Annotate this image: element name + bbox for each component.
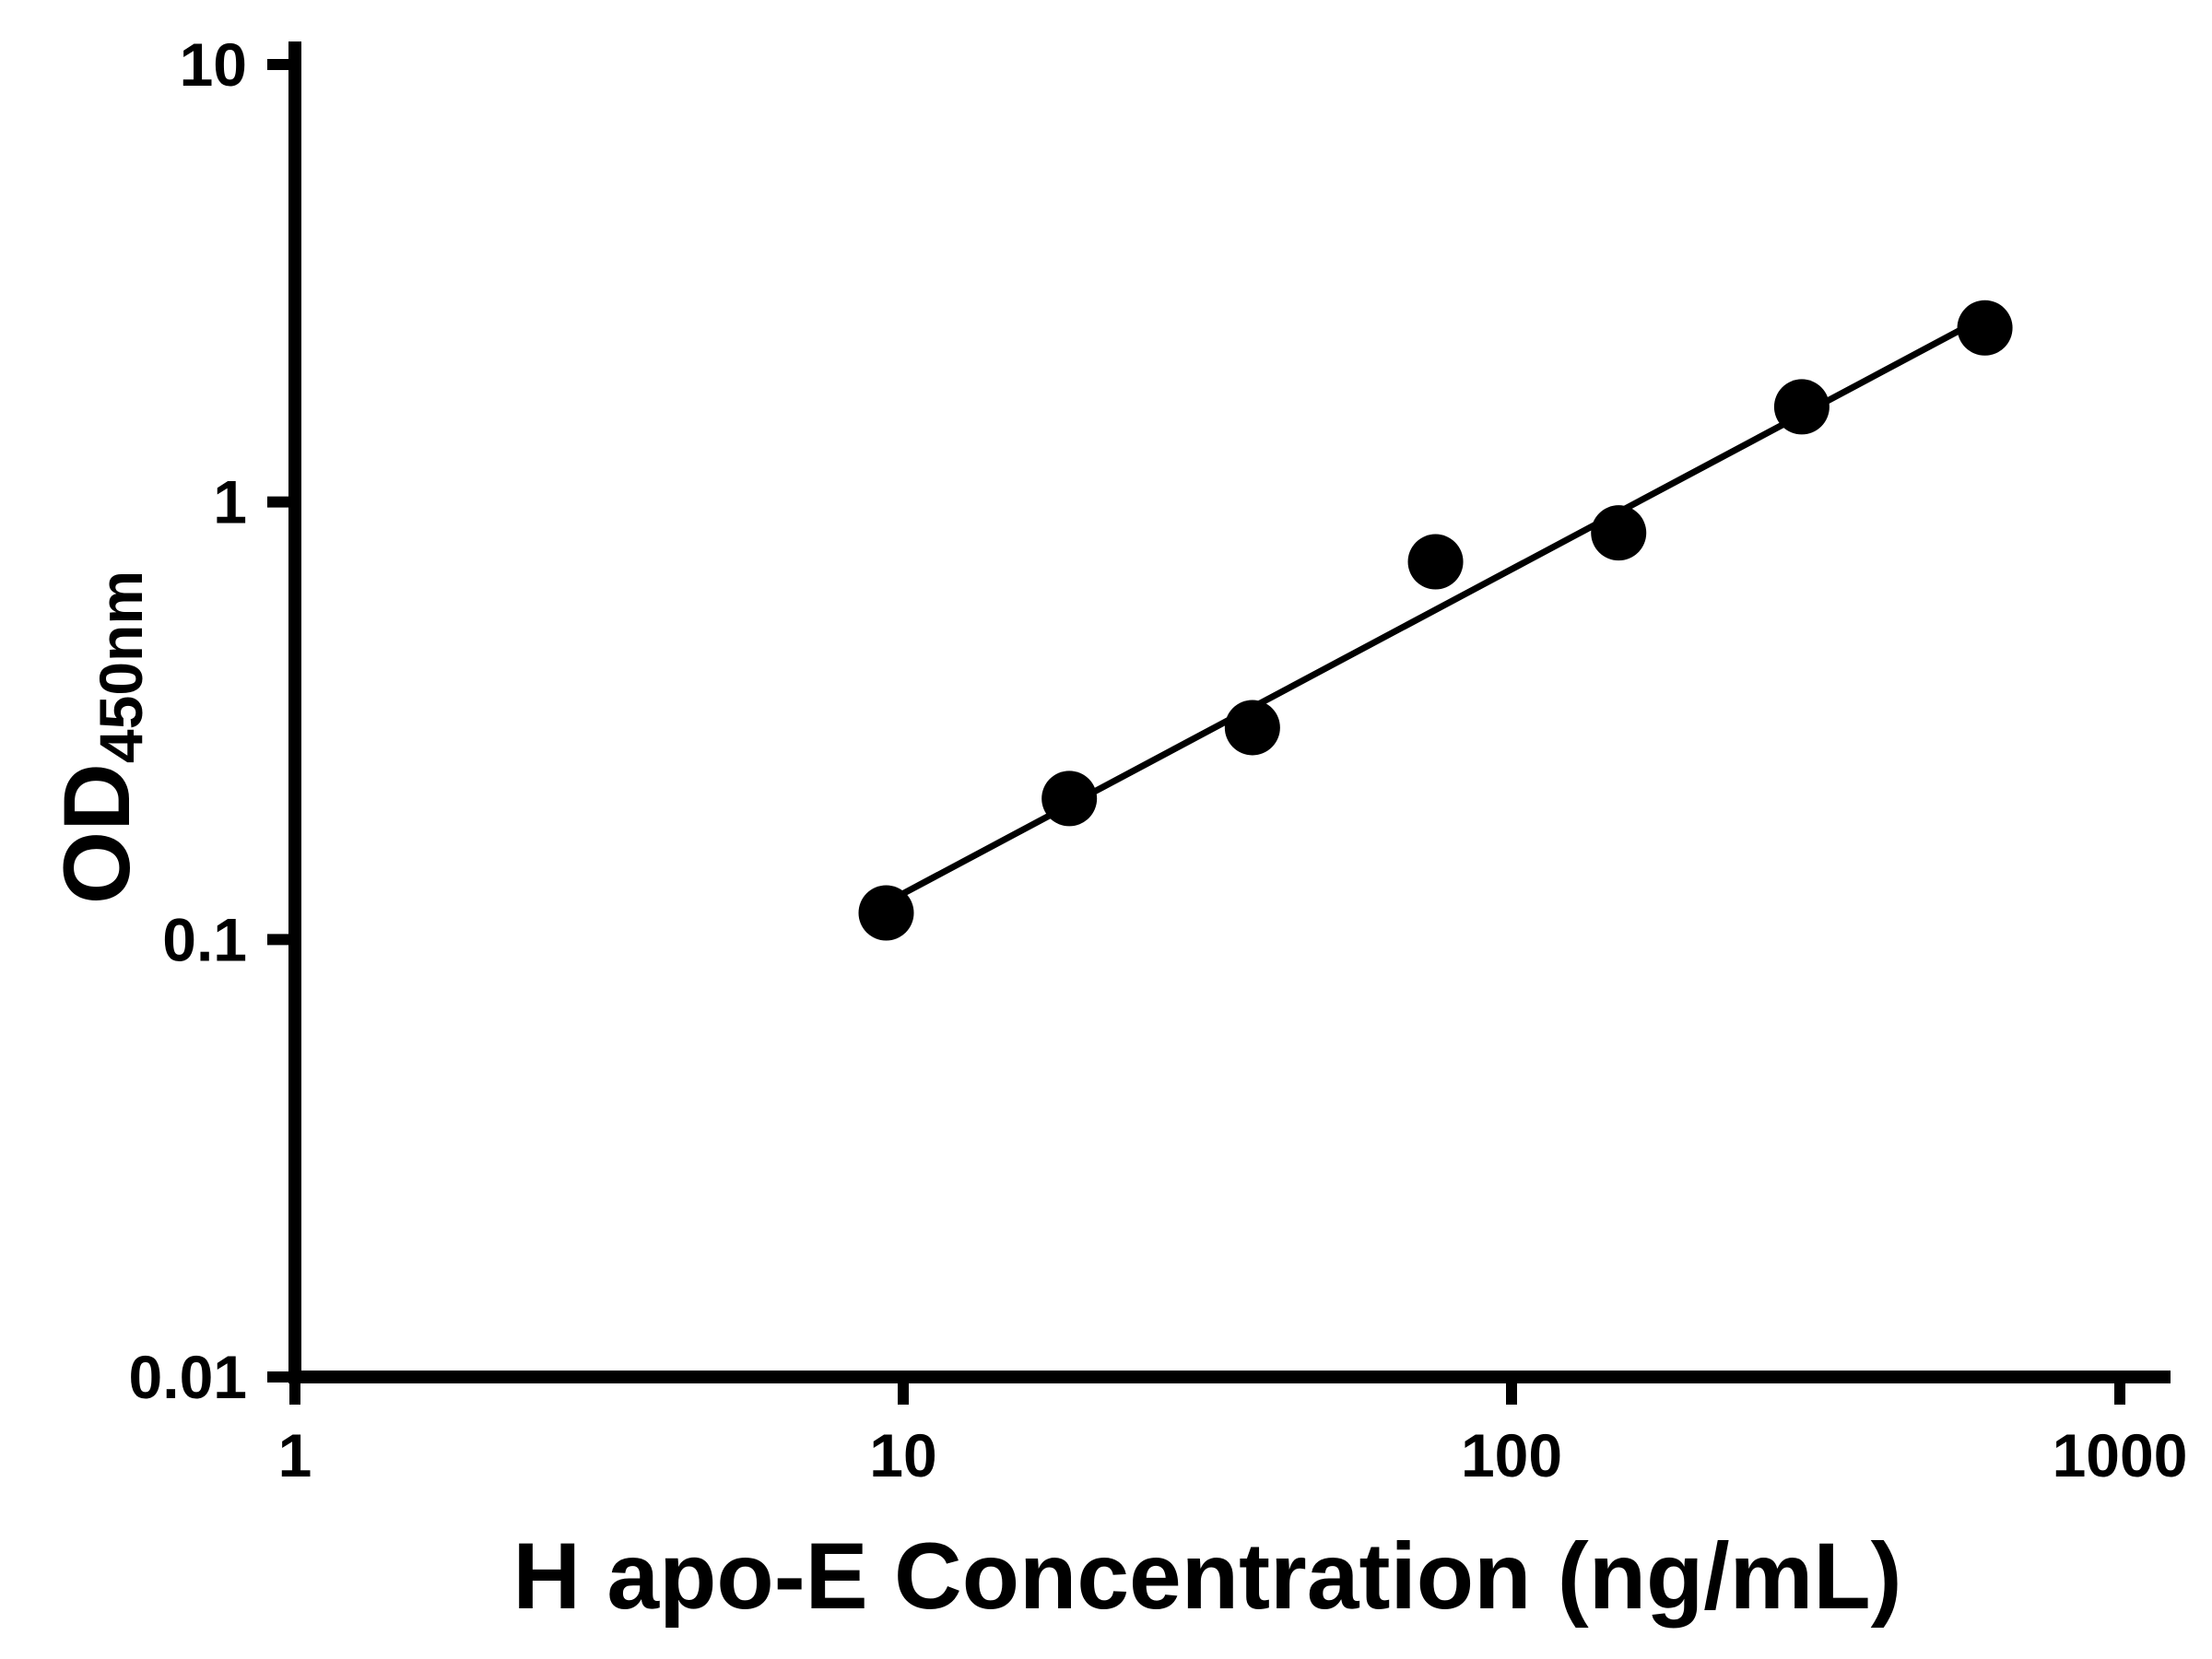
y-tick-label: 10 bbox=[180, 30, 247, 99]
plot-area: 1 10 100 1000 0.01 0.1 1 10 bbox=[129, 30, 2188, 1489]
y-axis-title: OD450nm bbox=[44, 571, 155, 904]
data-point bbox=[1407, 534, 1464, 590]
x-axis-title: H apo-E Concentration (ng/mL) bbox=[512, 1524, 1901, 1629]
x-tick-label: 1 bbox=[278, 1421, 312, 1489]
y-axis-title-sub: 450nm bbox=[87, 571, 155, 763]
y-tick-label: 0.01 bbox=[129, 1343, 247, 1411]
y-tick-label: 0.1 bbox=[162, 905, 247, 973]
data-point bbox=[1041, 771, 1098, 827]
x-tick-label: 1000 bbox=[2053, 1421, 2188, 1489]
y-axis-title-group: OD450nm bbox=[44, 571, 155, 904]
data-point bbox=[1773, 379, 1830, 435]
data-point bbox=[1957, 300, 2013, 356]
data-point bbox=[1224, 700, 1280, 756]
data-point bbox=[1591, 505, 1647, 561]
y-tick-label: 1 bbox=[213, 468, 247, 536]
x-tick-label: 100 bbox=[1461, 1421, 1562, 1489]
x-tick-label: 10 bbox=[869, 1421, 936, 1489]
y-axis-title-main: OD bbox=[44, 763, 149, 904]
data-point bbox=[858, 885, 914, 941]
